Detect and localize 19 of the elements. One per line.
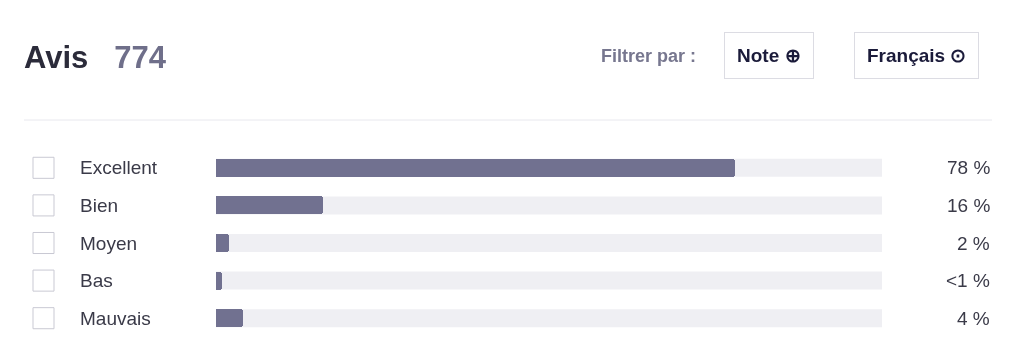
data-label: 4 %	[957, 308, 990, 329]
y-tick-label: Moyen	[80, 233, 138, 254]
y-tick-label: Bien	[80, 195, 119, 216]
data-label: 16 %	[947, 195, 991, 216]
text: Filtrer par :	[601, 46, 697, 66]
data-label: <1 %	[946, 270, 990, 291]
bar	[216, 196, 323, 214]
y-tick-label: Bas	[80, 270, 113, 291]
data-label: 78 %	[947, 157, 991, 178]
y-tick-label: Excellent	[80, 157, 158, 178]
bar	[216, 234, 229, 252]
chart-title: Avis	[24, 39, 89, 75]
bar	[216, 272, 222, 290]
y-tick-label: Mauvais	[80, 308, 151, 329]
text: Français ⊙	[867, 45, 967, 66]
chart-subtitle: 774	[114, 39, 167, 75]
text: Note ⊕	[737, 45, 801, 66]
data-label: 2 %	[957, 233, 990, 254]
bar	[216, 309, 243, 327]
